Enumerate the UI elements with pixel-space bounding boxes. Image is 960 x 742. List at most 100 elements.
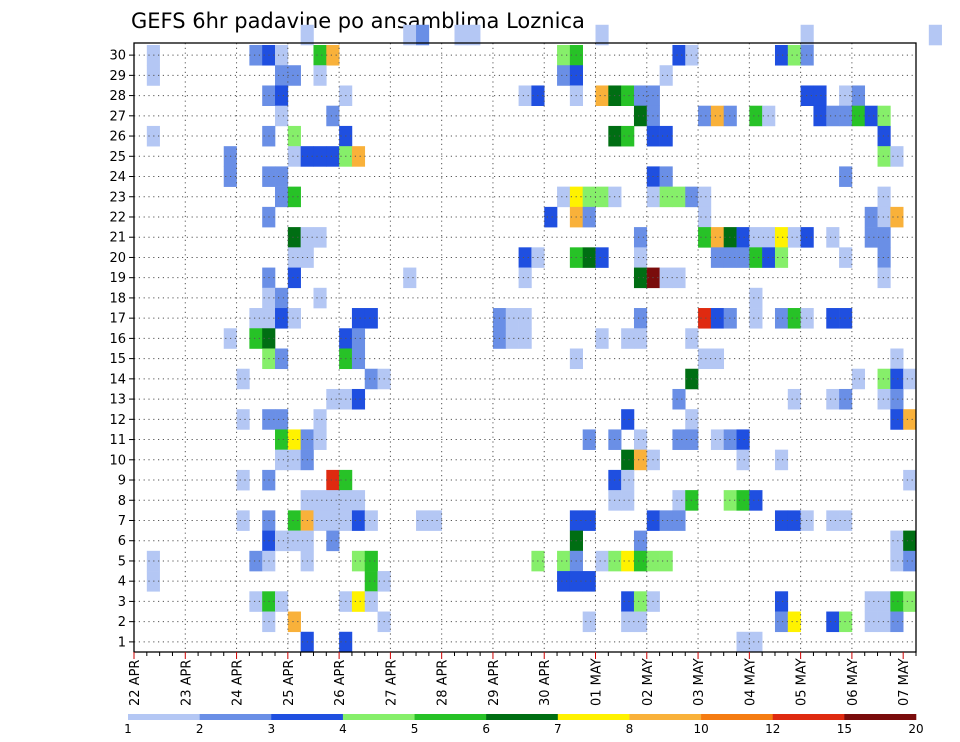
heatmap-cell	[505, 308, 519, 329]
heatmap-cell	[826, 105, 840, 127]
x-tick-label: 07 MAY	[897, 658, 912, 706]
heatmap-cell	[633, 429, 648, 450]
heatmap-cell	[557, 186, 571, 208]
heatmap-cell	[582, 186, 596, 208]
heatmap-cell	[890, 530, 904, 552]
x-tick-label: 24 APR	[231, 660, 246, 706]
heatmap-cell	[351, 348, 366, 370]
y-tick-label: 18	[109, 291, 126, 306]
y-tick-label: 22	[109, 210, 126, 225]
heatmap-cell	[877, 105, 891, 127]
y-tick-label: 1	[118, 635, 126, 650]
x-tick-label: 30 APR	[538, 660, 553, 706]
colorbar-tick-label: 1	[124, 722, 132, 736]
heatmap-cell	[774, 247, 789, 268]
heatmap-cell	[710, 227, 725, 248]
heatmap-cell	[621, 591, 635, 612]
heatmap-cell	[621, 409, 635, 430]
heatmap-cell	[774, 308, 789, 329]
heatmap-cell	[774, 611, 789, 633]
colorbar-segment	[199, 714, 272, 720]
heatmap-cell	[287, 186, 301, 208]
y-tick-label: 17	[109, 312, 126, 327]
heatmap-cell	[903, 368, 917, 390]
heatmap-cell	[403, 267, 417, 289]
heatmap-cell	[928, 24, 942, 46]
heatmap-cell	[903, 530, 917, 552]
heatmap-cell	[672, 267, 686, 289]
colorbar-segment	[414, 714, 487, 720]
heatmap-cell	[275, 449, 289, 471]
heatmap-cell	[633, 591, 648, 612]
heatmap-cell	[659, 267, 673, 289]
y-tick-label: 30	[109, 49, 126, 64]
heatmap-cell	[505, 328, 519, 349]
heatmap-cell	[275, 429, 289, 450]
heatmap-cell	[826, 227, 840, 248]
heatmap-cell	[582, 247, 596, 268]
y-tick-label: 26	[109, 130, 126, 145]
heatmap-cell	[326, 469, 340, 491]
heatmap-cell	[877, 186, 891, 208]
heatmap-cell	[787, 45, 801, 66]
heatmap-cell	[364, 368, 378, 390]
heatmap-cell	[313, 490, 327, 511]
heatmap-cell	[518, 267, 532, 289]
y-tick-label: 24	[109, 170, 126, 185]
heatmap-cell	[749, 227, 763, 248]
heatmap-cell	[467, 24, 481, 46]
heatmap-cell	[774, 449, 789, 471]
heatmap-cell	[672, 388, 686, 410]
heatmap-cell	[582, 429, 596, 450]
colorbar-tick-label: 3	[267, 722, 275, 736]
heatmap-cell	[826, 388, 840, 410]
heatmap-cell	[621, 550, 635, 572]
heatmap-cell	[249, 45, 263, 66]
heatmap-cell	[595, 85, 609, 106]
heatmap-cell	[326, 45, 340, 66]
heatmap-cell	[877, 591, 891, 612]
heatmap-cell	[300, 24, 314, 46]
heatmap-cell	[864, 105, 878, 127]
heatmap-cell	[890, 206, 904, 228]
heatmap-cell	[313, 65, 327, 86]
x-tick-label: 27 APR	[384, 660, 399, 706]
heatmap-cell	[287, 429, 301, 450]
heatmap-cell	[287, 510, 301, 531]
colorbar-segment	[701, 714, 774, 720]
heatmap-cell	[633, 550, 648, 572]
colorbar-tick-label: 7	[554, 722, 562, 736]
x-tick-label: 22 APR	[128, 660, 143, 706]
heatmap-cell	[826, 510, 840, 531]
heatmap-cell	[313, 45, 327, 66]
colorbar-segment	[557, 714, 630, 720]
y-tick-label: 14	[109, 372, 126, 387]
heatmap-cell	[287, 308, 301, 329]
heatmap-cell	[698, 308, 712, 329]
x-tick-label: 29 APR	[487, 660, 502, 706]
colorbar-segment	[844, 714, 917, 720]
heatmap-cell	[313, 510, 327, 531]
colorbar-segment	[342, 714, 415, 720]
heatmap-cell	[890, 550, 904, 572]
heatmap-cell	[710, 348, 725, 370]
heatmap-cell	[326, 146, 340, 167]
heatmap-cell	[659, 125, 673, 147]
heatmap-cell	[749, 105, 763, 127]
heatmap-cell	[749, 287, 763, 309]
x-tick-label: 28 APR	[436, 660, 451, 706]
heatmap-cell	[851, 105, 866, 127]
colorbar-segment	[486, 714, 559, 720]
heatmap-cell	[621, 449, 635, 471]
heatmap-cell	[582, 611, 596, 633]
heatmap-cell	[698, 105, 712, 127]
y-tick-label: 16	[109, 332, 126, 347]
colorbar-tick-label: 2	[196, 722, 204, 736]
heatmap-cell	[813, 105, 827, 127]
y-tick-label: 4	[118, 575, 126, 590]
heatmap-cell	[236, 409, 250, 430]
heatmap-cell	[839, 388, 853, 410]
heatmap-cell	[903, 550, 917, 572]
heatmap-cell	[633, 308, 648, 329]
heatmap-cell	[595, 550, 609, 572]
